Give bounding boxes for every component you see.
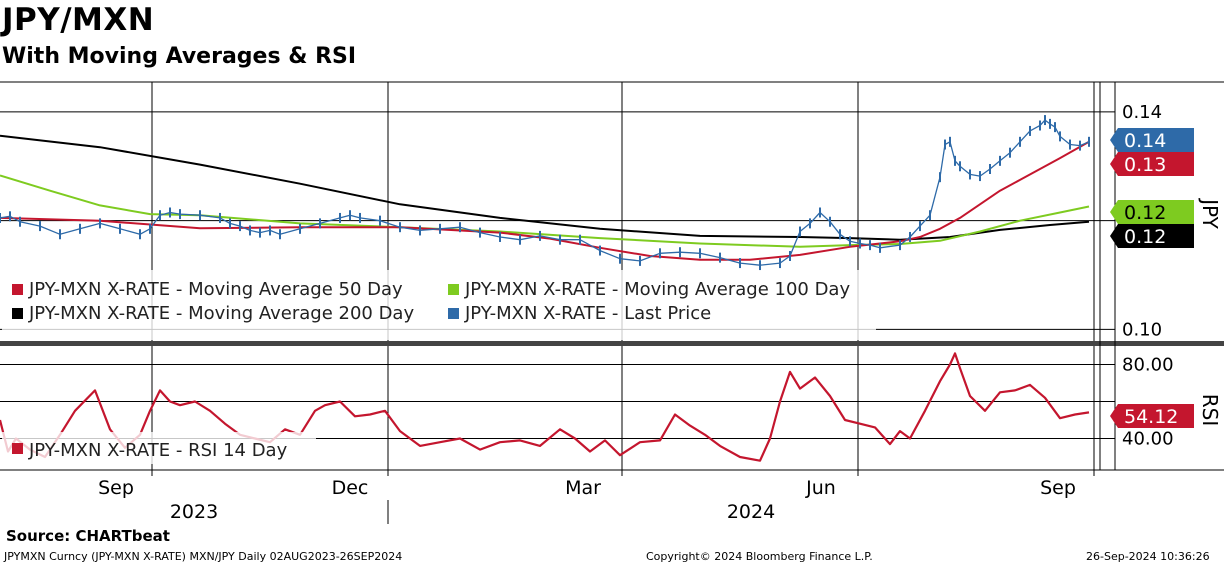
legend-swatch-2 (12, 308, 23, 319)
xtick-year-1: 2024 (727, 501, 775, 523)
tag-ma50-text: 0.13 (1124, 154, 1166, 176)
xtick-year-0: 2023 (170, 501, 218, 523)
tag-rsi-text: 54.12 (1124, 406, 1178, 428)
rsi-line (0, 352, 1090, 462)
y-axis-title-upper: JPY (1198, 197, 1222, 230)
ytick-lower-0: 80.00 (1122, 355, 1174, 376)
chart-title: JPY/MXN (2, 2, 155, 38)
legend-label-3: JPY-MXN X-RATE - Last Price (464, 303, 711, 324)
legend-lower-bg (2, 432, 316, 464)
legend-lower: JPY-MXN X-RATE - RSI 14 Day (2, 432, 316, 464)
legend-lower-label: JPY-MXN X-RATE - RSI 14 Day (28, 440, 288, 461)
legend-lower-swatch (12, 443, 23, 454)
tag-price-text: 0.14 (1124, 130, 1166, 152)
footer-copyright: Copyright© 2024 Bloomberg Finance L.P. (646, 550, 873, 563)
tag-ma200: 0.12 (1110, 224, 1194, 248)
tag-price-shape (1110, 128, 1194, 152)
axes: 0.140.1080.0040.00JPYRSI0.140.130.120.12… (98, 102, 1222, 524)
price-panel: JPY-MXN X-RATE - Moving Average 50 Day JP… (0, 115, 1090, 340)
tag-ma100-shape (1110, 200, 1194, 224)
legend-label-1: JPY-MXN X-RATE - Moving Average 100 Day (464, 279, 850, 300)
tag-ma50-shape (1110, 152, 1194, 176)
tag-ma200-text: 0.12 (1124, 226, 1166, 248)
tag-rsi: 54.12 (1110, 404, 1194, 428)
ytick-upper-1: 0.10 (1122, 319, 1162, 340)
ma200-line (0, 134, 1090, 241)
chart-subtitle: With Moving Averages & RSI (2, 44, 357, 69)
xtick-month-1: Dec (332, 477, 369, 499)
footer-timestamp: 26-Sep-2024 10:36:26 (1086, 550, 1210, 563)
panel-divider (0, 341, 1224, 346)
footer-ticker: JPYMXN Curncy (JPY-MXN X-RATE) MXN/JPY D… (4, 550, 403, 563)
xtick-month-0: Sep (98, 477, 134, 499)
price-line (0, 119, 1090, 266)
tag-rsi-shape (1110, 404, 1194, 428)
legend-label-0: JPY-MXN X-RATE - Moving Average 50 Day (28, 279, 403, 300)
ytick-upper-0: 0.14 (1122, 102, 1162, 123)
legend-swatch-1 (448, 284, 459, 295)
legend-upper-bg (2, 270, 876, 340)
ytick-lower-1: 40.00 (1122, 429, 1174, 450)
tag-ma200-shape (1110, 224, 1194, 248)
xtick-month-4: Sep (1040, 477, 1076, 499)
xtick-month-3: Jun (805, 477, 836, 499)
legend-label-2: JPY-MXN X-RATE - Moving Average 200 Day (28, 303, 414, 324)
tag-ma50: 0.13 (1110, 152, 1194, 176)
y-axis-title-lower: RSI (1198, 394, 1222, 427)
tag-ma100-text: 0.12 (1124, 202, 1166, 224)
ma100-line (0, 174, 1090, 248)
ma50-line (0, 140, 1090, 261)
legend-swatch-0 (12, 284, 23, 295)
tag-ma100: 0.12 (1110, 200, 1194, 224)
tag-price: 0.14 (1110, 128, 1194, 152)
xtick-month-2: Mar (565, 477, 601, 499)
legend-upper: JPY-MXN X-RATE - Moving Average 50 Day JP… (2, 270, 876, 340)
legend-swatch-3 (448, 308, 459, 319)
source-label: Source: CHARTbeat (6, 527, 170, 545)
rsi-panel: JPY-MXN X-RATE - RSI 14 Day (0, 352, 1090, 464)
